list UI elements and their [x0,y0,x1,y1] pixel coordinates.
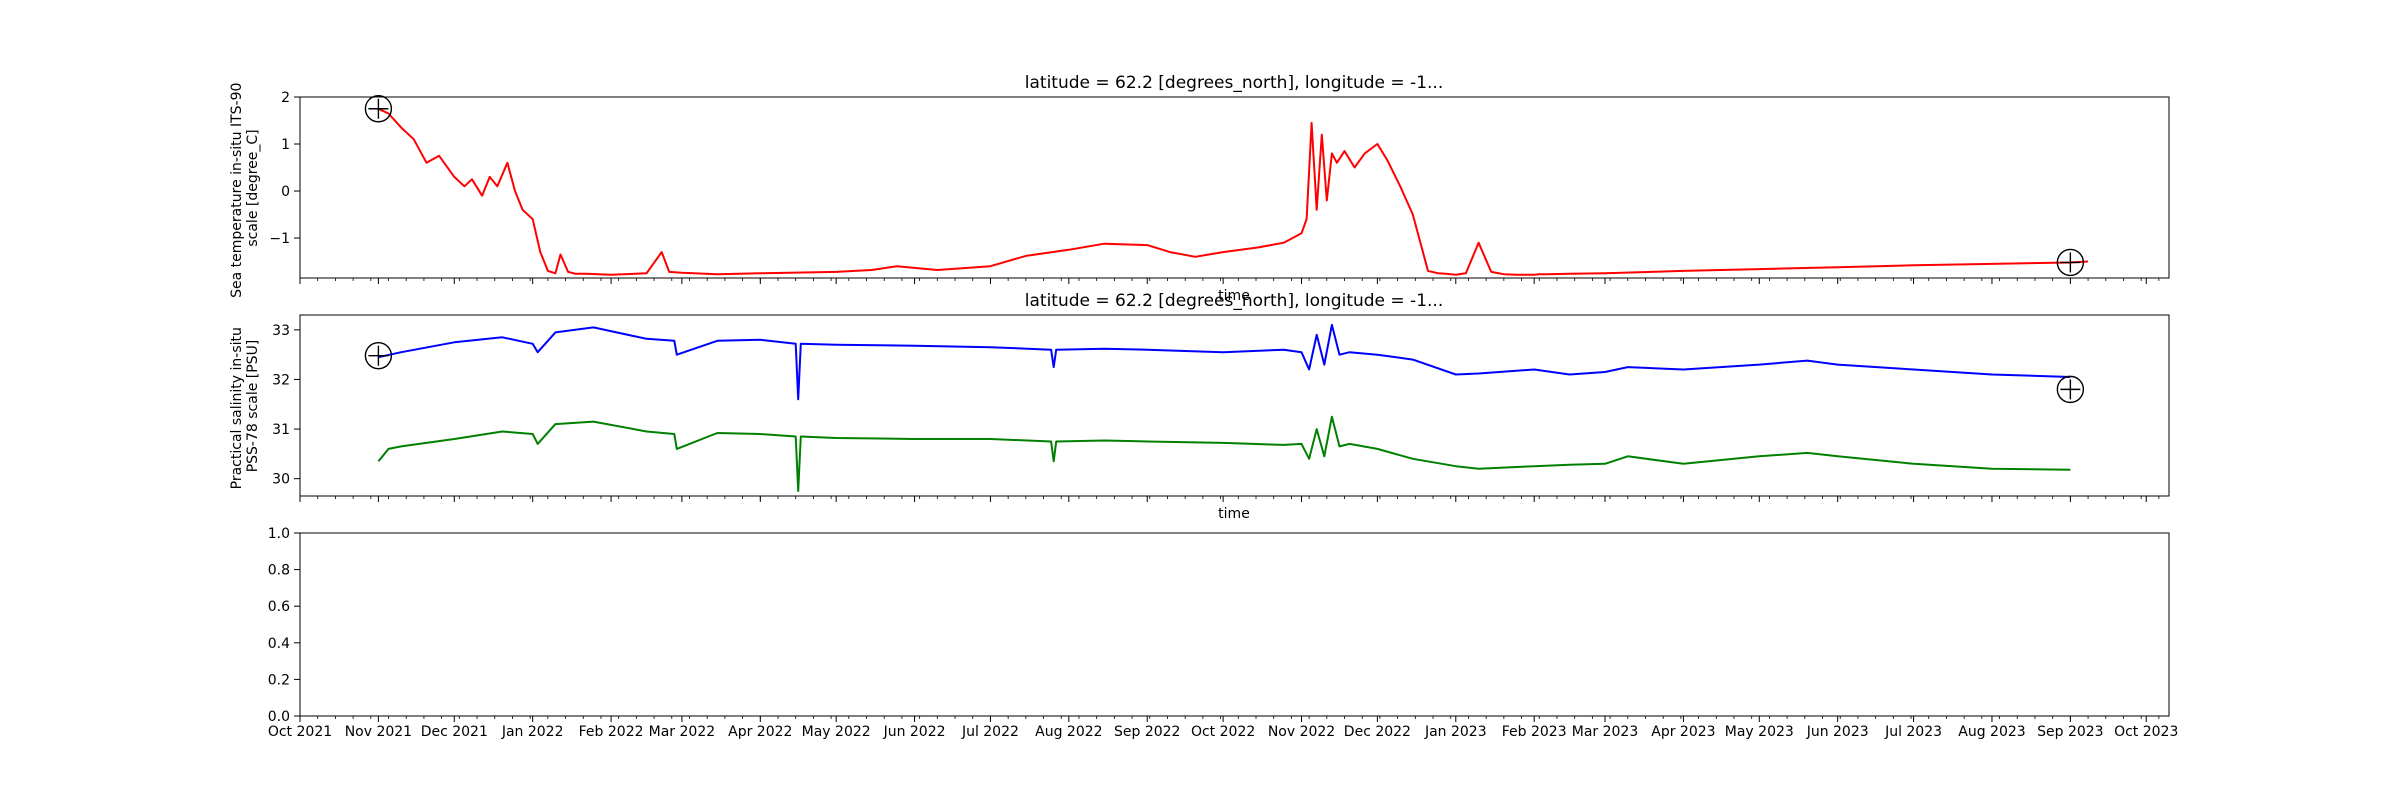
empty-y-tick-label: 0.0 [268,709,290,725]
circle-plus-marker [2056,248,2085,277]
x-tick-label: Jul 2023 [1884,724,1942,740]
x-tick-label: May 2023 [1725,724,1794,740]
x-tick-label: Mar 2022 [649,724,716,740]
x-tick-label: Jun 2023 [1806,724,1869,740]
salinity-y-axis-label-line-2: PSS-78 scale [PSU] [245,340,261,473]
empty-y-tick-label: 0.8 [268,563,290,579]
x-tick-label: Feb 2022 [579,724,644,740]
temperature-y-tick-label: 1 [281,137,290,153]
salinity-y-tick-label: 31 [272,422,290,438]
x-tick-label: Nov 2021 [345,724,412,740]
temperature-y-tick-label: 0 [281,184,290,200]
x-tick-label: Oct 2021 [268,724,332,740]
temperature-series-line-1 [377,107,2089,276]
x-tick-label: Jun 2022 [883,724,946,740]
circle-plus-marker [364,341,393,370]
temperature-y-axis-label-line-2: scale [degree_C] [245,129,261,246]
empty-y-tick-label: 0.4 [268,636,290,652]
x-tick-label: May 2022 [802,724,871,740]
temperature-x-axis-label: time [1218,288,1250,304]
temperature-plot-frame [299,96,2170,279]
x-tick-label: Dec 2021 [421,724,488,740]
x-tick-label: Apr 2022 [728,724,792,740]
salinity-plot-frame [299,314,2170,497]
temperature-y-tick-label: 2 [281,90,290,106]
empty-y-ticks: 1.0 0.8 0.6 0.4 0.2 0.0 [268,526,300,725]
x-tick-label: Mar 2023 [1572,724,1639,740]
salinity-y-axis-label-line-1: Practical salinity in-situ [229,327,245,489]
salinity-y-axis-label: Practical salinity in-situ PSS-78 scale … [229,323,261,490]
circle-plus-marker [2056,375,2085,404]
shared-x-ticks: Oct 2021 Nov 2021 Dec 2021 Jan 2022 Feb 2022… [268,716,2178,740]
empty-y-tick-label: 0.6 [268,599,290,615]
x-tick-label: Oct 2022 [1191,724,1255,740]
x-tick-label: Sep 2022 [1114,724,1180,740]
salinity-series-line-1 [378,323,2071,401]
salinity-series-line-2 [377,415,2071,492]
x-tick-label: Dec 2022 [1344,724,1411,740]
temperature-x-ticks [299,278,2160,284]
x-tick-label: Jul 2022 [961,724,1019,740]
salinity-panel-title: latitude = 62.2 [degrees_north], longitu… [1025,291,1443,311]
temperature-y-tick-label: −1 [269,231,290,247]
salinity-panel: latitude = 62.2 [degrees_north], longitu… [229,291,2170,522]
salinity-markers [364,341,2085,404]
x-tick-label: Oct 2023 [2114,724,2178,740]
salinity-y-tick-label: 32 [272,372,290,388]
x-tick-label: Aug 2022 [1035,724,1102,740]
x-tick-label: Jan 2023 [1424,724,1487,740]
temperature-y-axis-label-line-1: Sea temperature in-situ ITS-90 [229,83,245,298]
salinity-series [377,323,2071,492]
temperature-markers [364,95,2085,277]
salinity-x-ticks [299,496,2160,502]
salinity-x-axis-label: time [1218,506,1250,522]
salinity-y-tick-label: 33 [272,323,290,339]
x-tick-label: Feb 2023 [1502,724,1567,740]
empty-plot-frame [299,532,2170,717]
temperature-panel-title: latitude = 62.2 [degrees_north], longitu… [1025,73,1443,93]
temperature-panel: latitude = 62.2 [degrees_north], longitu… [229,73,2170,304]
salinity-y-tick-label: 30 [272,472,290,488]
x-tick-label: Nov 2022 [1268,724,1335,740]
x-tick-label: Aug 2023 [1958,724,2025,740]
temperature-series [377,107,2089,276]
salinity-y-ticks: 33 32 31 30 [272,323,300,488]
temperature-y-axis-label: Sea temperature in-situ ITS-90 scale [de… [229,78,261,298]
circle-plus-marker [364,95,393,123]
temperature-y-ticks: 2 1 0 −1 [269,90,300,247]
empty-y-tick-label: 1.0 [268,526,290,542]
x-tick-label: Jan 2022 [501,724,564,740]
x-tick-label: Sep 2023 [2037,724,2103,740]
empty-y-tick-label: 0.2 [268,672,290,688]
empty-panel: 1.0 0.8 0.6 0.4 0.2 0.0 Oct 2021 Nov 2021 Dec 2… [268,526,2179,740]
x-tick-label: Apr 2023 [1651,724,1715,740]
